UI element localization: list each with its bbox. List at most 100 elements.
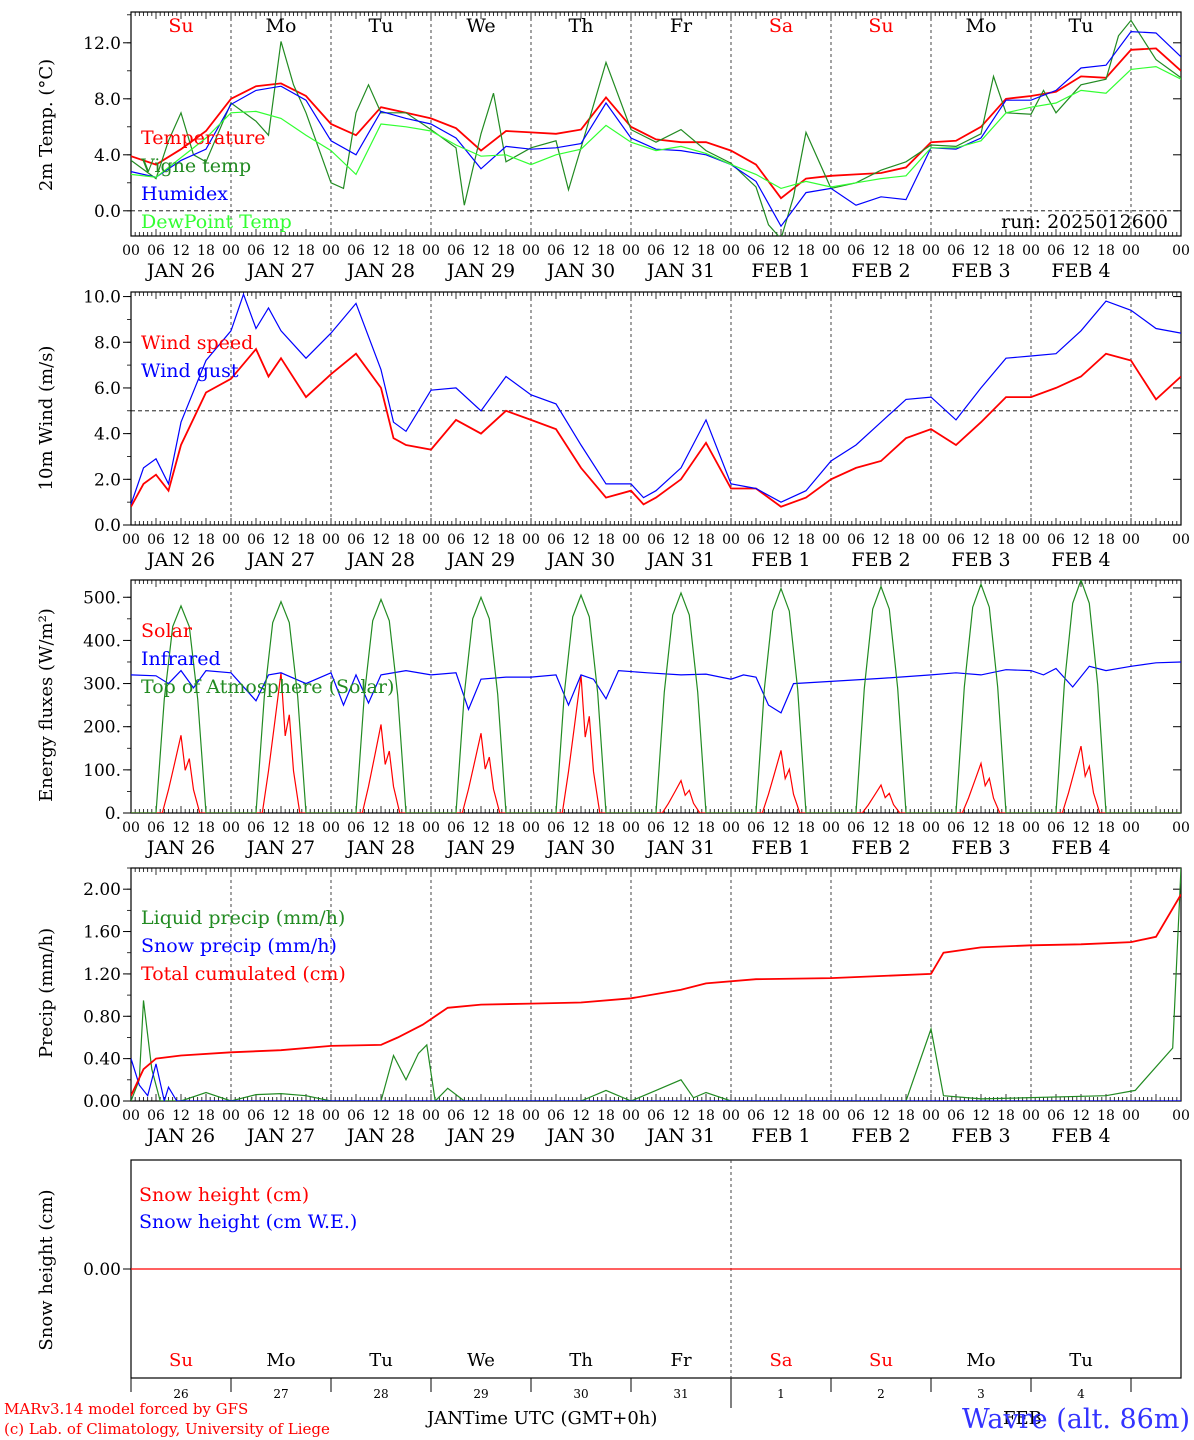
weekday-label: Mo [966,15,997,37]
hour-tick-label: 12 [1072,1108,1090,1124]
panel-2: 00 06 12 18 00 06 12 18 00 06 12 18 00 06 12 18 00 06 12 18… [83,579,1190,859]
hour-tick-label: 12 [572,1108,590,1124]
hour-tick-label: 18 [397,820,415,836]
hour-tick-label: 18 [497,243,515,259]
series-line-total-cumulated-cm- [131,894,1181,1097]
hour-tick-label: 00 [322,820,340,836]
day-number-label: 2 [877,1387,885,1401]
series-line-top-of-atmosphere-solar- [131,580,1181,813]
date-label: FEB 2 [851,260,910,282]
date-label: FEB 4 [1051,1125,1110,1147]
hour-tick-label: 06 [247,243,265,259]
date-label: JAN 29 [445,549,515,571]
hour-tick-label: 12 [672,532,690,548]
weekday-label: Sa [769,1350,792,1371]
hour-tick-label: 18 [697,1108,715,1124]
hour-tick-label: 18 [897,1108,915,1124]
series-line-wind-gust [131,292,1181,505]
hour-tick-label: 00 [722,820,740,836]
date-label: JAN 29 [445,260,515,282]
y-tick-label: 0. [105,804,121,824]
hour-tick-label: 12 [172,1108,190,1124]
hour-tick-label: 06 [747,243,765,259]
hour-tick-label: 00 [1122,243,1140,259]
day-number-label: 27 [273,1387,288,1401]
hour-tick-label: 12 [472,532,490,548]
hour-tick-label: 18 [1097,532,1115,548]
series-line-humidex [131,30,1181,228]
hour-tick-label: 00 [1122,532,1140,548]
y-tick-label: 100. [83,761,121,781]
y-tick-label: 0.00 [83,1260,121,1280]
legend-liquid-precip: Liquid precip (mm/h) [141,907,345,929]
hour-tick-label: 00 [122,532,140,548]
legend-snow-precip: Snow precip (mm/h) [141,935,337,957]
hour-tick-label: 00 [322,1108,340,1124]
y-tick-label: 12.0 [83,34,121,54]
hour-tick-label: 00 [222,532,240,548]
hour-tick-label: 12 [372,820,390,836]
hour-tick-label: 06 [747,532,765,548]
date-label: FEB 1 [751,549,810,571]
y-tick-label: 1.20 [83,965,121,985]
day-number-label: 3 [977,1387,985,1401]
hour-tick-label: 18 [197,820,215,836]
hour-tick-label: 00 [222,243,240,259]
date-label: FEB 3 [951,260,1010,282]
y-tick-label: 6.0 [94,379,121,399]
hour-tick-label: 18 [897,820,915,836]
date-label: FEB 2 [851,549,910,571]
hour-tick-label: 06 [347,820,365,836]
hour-tick-label: 12 [372,1108,390,1124]
hour-tick-label: 06 [647,243,665,259]
series-line-liquid-precip-mm-h- [131,868,1181,1101]
legend-snow-height-we: Snow height (cm W.E.) [139,1211,357,1233]
date-label: JAN 30 [545,549,615,571]
hour-tick-label: 00 [922,1108,940,1124]
hour-tick-label: 12 [772,532,790,548]
hour-tick-label: 12 [872,243,890,259]
hour-tick-label: 18 [997,243,1015,259]
hour-tick-label: 00 [522,1108,540,1124]
hour-tick-label: 06 [347,243,365,259]
series-line-solar [131,672,1181,813]
date-label: FEB 1 [751,260,810,282]
hour-tick-label: 00 [822,1108,840,1124]
hour-tick-label: 06 [547,243,565,259]
hour-tick-label: 06 [847,1108,865,1124]
hour-tick-label: 12 [672,243,690,259]
hour-tick-label: 06 [1047,243,1065,259]
weekday-label: Su [169,1350,193,1371]
hour-tick-label: 00 [622,243,640,259]
date-label: JAN 29 [445,837,515,859]
weekday-label: Tu [369,15,394,37]
date-label: JAN 28 [345,260,415,282]
hour-tick-label: 06 [947,532,965,548]
hour-tick-label: 12 [272,820,290,836]
hour-tick-label: 00 [822,820,840,836]
date-label: JAN 26 [145,1125,215,1147]
hour-tick-label: 18 [497,820,515,836]
precip-ylabel: Precip (mm/h) [36,928,57,1058]
hour-tick-label: 18 [397,243,415,259]
y-tick-label: 4.0 [94,425,121,445]
hour-tick-label: 00 [922,532,940,548]
hour-tick-label: 18 [297,532,315,548]
hour-tick-label: 18 [797,532,815,548]
day-number-label: 4 [1077,1387,1085,1401]
hour-tick-label: 12 [872,532,890,548]
y-tick-label: 2.0 [94,470,121,490]
y-tick-label: 4.0 [94,146,121,166]
hour-tick-label: 06 [147,1108,165,1124]
legend-vigne-temp: Vigne temp [140,155,251,177]
weekday-label: Th [569,15,594,37]
date-label: JAN 28 [345,837,415,859]
weekday-label: Th [569,1350,593,1371]
hour-tick-label: 06 [347,1108,365,1124]
legend-infrared: Infrared [141,648,221,670]
y-tick-label: 200. [83,718,121,738]
hour-tick-label: 12 [372,243,390,259]
hour-tick-label: 06 [247,532,265,548]
hour-tick-label: 12 [372,532,390,548]
date-label: JAN 31 [645,260,715,282]
